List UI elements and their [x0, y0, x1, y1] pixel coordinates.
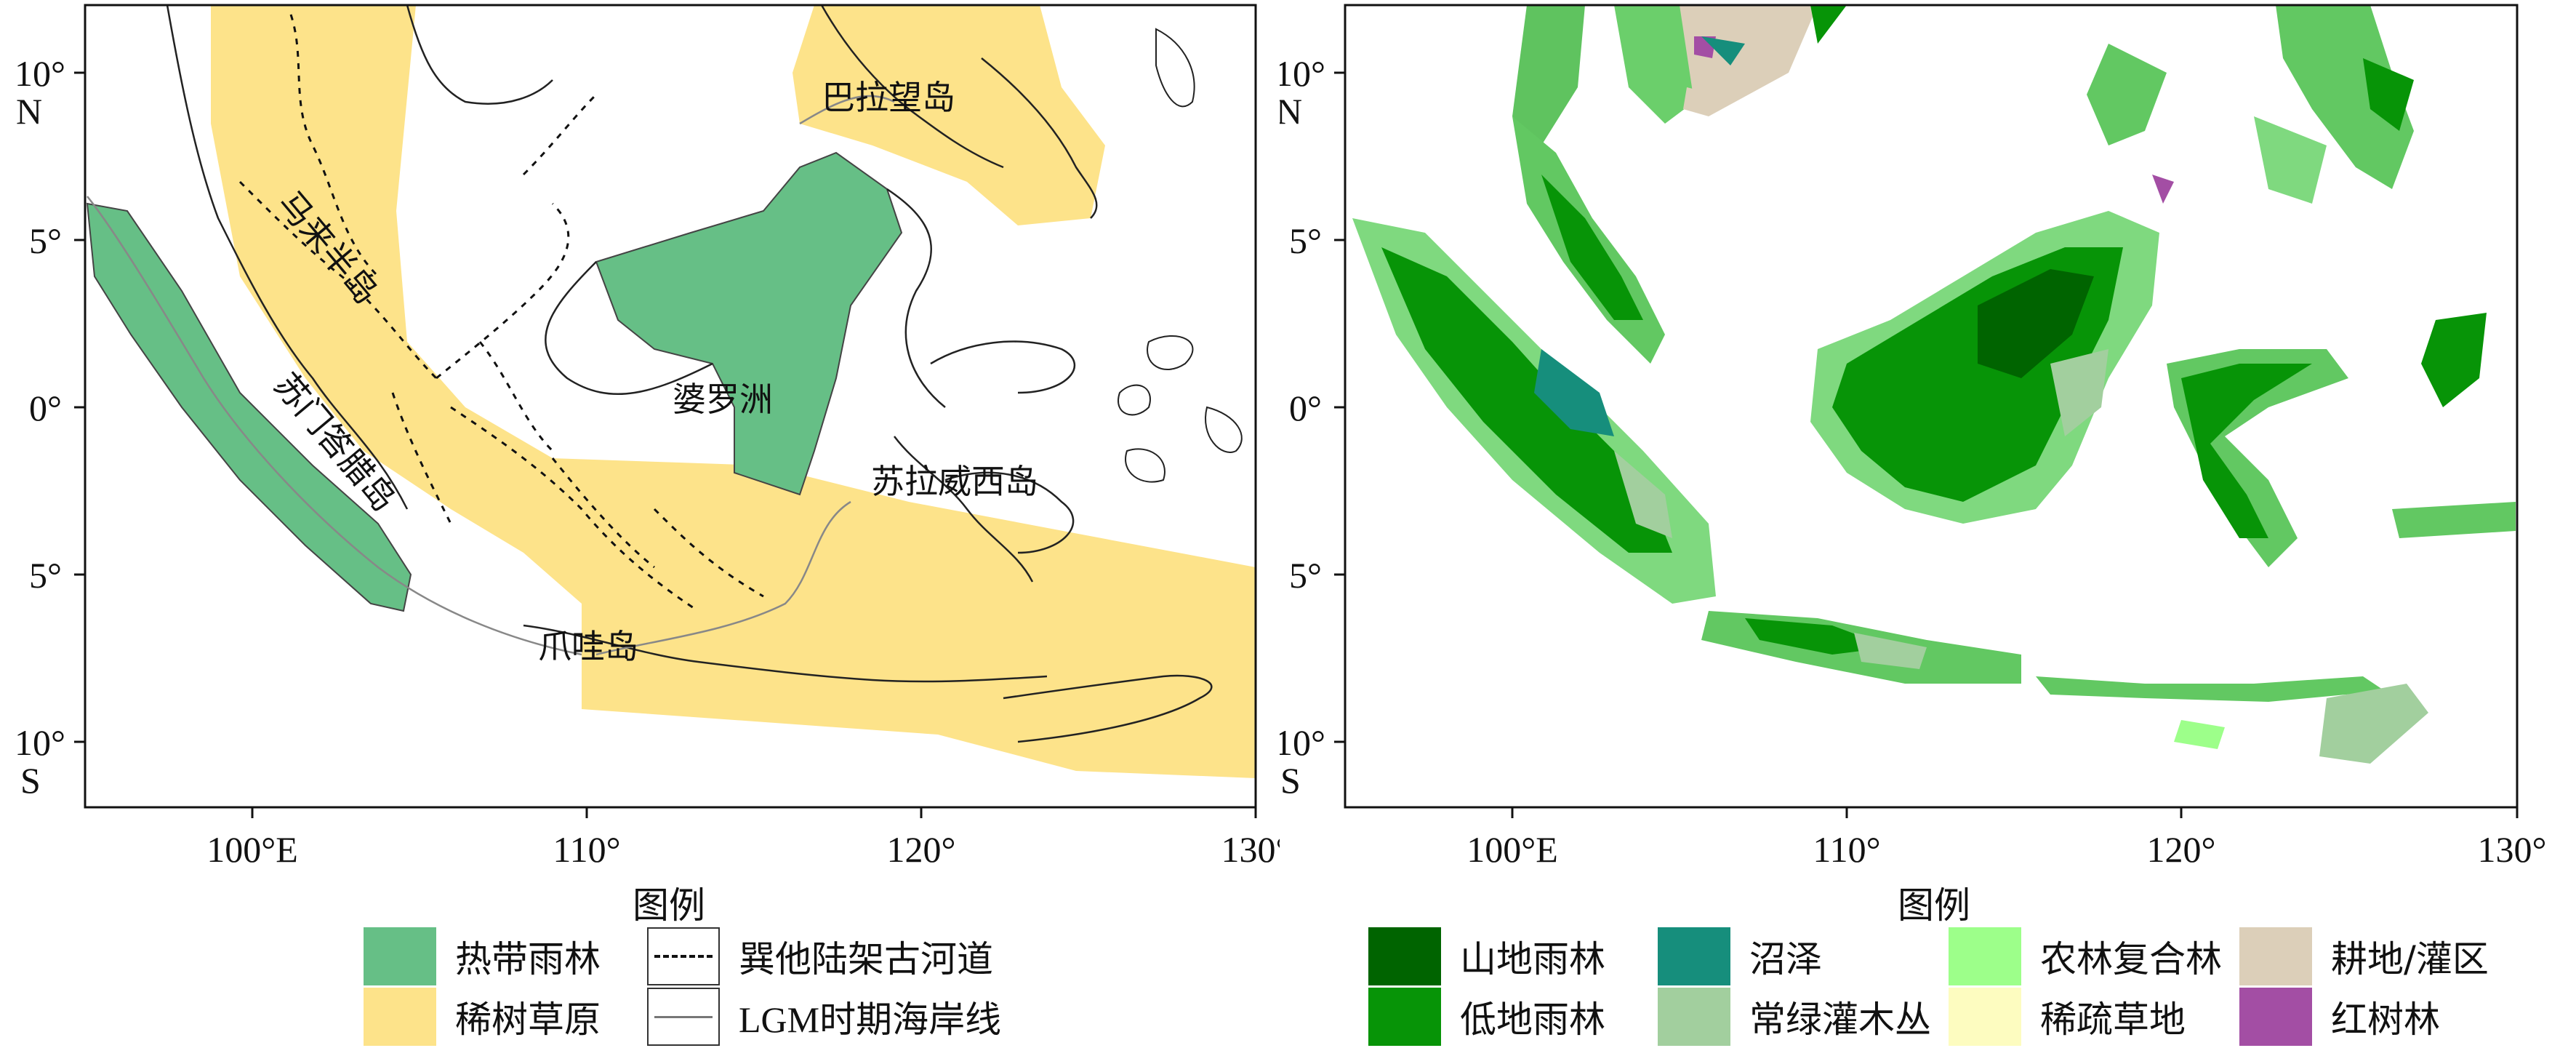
y-tick-label: S [20, 760, 41, 801]
x-tick-label: 130° [2478, 829, 2547, 870]
y-tick-label: 0° [29, 388, 62, 428]
swatch-montane-rainforest [1368, 927, 1441, 985]
swatch-lgm-coastline [647, 988, 720, 1046]
legend-label: 农林复合林 [2040, 938, 2222, 980]
coastline [166, 5, 1213, 743]
x-tick-label: 110° [553, 829, 620, 870]
y-tick-label: N [16, 91, 42, 132]
y-tick-label: S [1280, 760, 1301, 801]
axis-ticks [74, 71, 1257, 818]
axis-ticks [1334, 71, 2519, 818]
swatch-sparse-grassland [1949, 988, 2021, 1046]
right-legend-title: 图例 [1898, 884, 1970, 927]
x-tick-label: 120° [2147, 829, 2216, 870]
lgm-coastline [87, 95, 895, 656]
x-tick-label: 100°E [206, 829, 298, 870]
legend-label: 巽他陆架古河道 [739, 938, 993, 980]
right-legend-item: 耕地/灌区 [2239, 927, 2489, 985]
left-legend-item: 热带雨林 [364, 927, 601, 985]
y-tick-label: 5° [29, 555, 62, 596]
y-tick-label: N [1280, 91, 1302, 132]
left-legend-title: 图例 [633, 884, 705, 927]
right-map: 10° N 5° 0° 5° 10° S 100°E 110° 120° 130… [1280, 4, 2547, 870]
y-tick-label: 10° [1280, 722, 1325, 763]
legend-label: 沼泽 [1749, 938, 1822, 980]
right-legend-item: 常绿灌木丛 [1658, 988, 1931, 1046]
label-borneo: 婆罗洲 [673, 380, 773, 419]
label-java: 爪哇岛 [538, 627, 638, 666]
legend-label: 热带雨林 [455, 938, 601, 980]
swatch-evergreen-shrub [1658, 988, 1730, 1046]
label-sulawesi: 苏拉威西岛 [871, 462, 1038, 501]
right-legend-item: 稀疏草地 [1949, 988, 2186, 1046]
left-legend-item: 稀树草原 [364, 988, 601, 1046]
swatch-swamp [1658, 927, 1730, 985]
y-tick-label: 5° [29, 220, 62, 261]
y-tick-label: 0° [1289, 388, 1322, 428]
paleo-rivers [238, 14, 764, 612]
x-tick-label: 100°E [1466, 829, 1558, 870]
swatch-paleo-river [647, 927, 720, 985]
y-tick-label: 5° [1289, 555, 1322, 596]
legend-label: 稀树草原 [455, 999, 601, 1041]
swatch-savanna [364, 988, 436, 1046]
left-legend-item: 巽他陆架古河道 [647, 927, 993, 985]
savanna-palawan [793, 5, 1105, 225]
y-tick-label: 5° [1289, 220, 1322, 261]
y-tick-label: 10° [1280, 53, 1325, 94]
right-legend-item: 沼泽 [1658, 927, 1822, 985]
right-legend-item: 山地雨林 [1368, 927, 1605, 985]
swatch-agroforest [1949, 927, 2021, 985]
left-legend-item: LGM时期海岸线 [647, 988, 1001, 1046]
legend-label: 耕地/灌区 [2331, 938, 2489, 980]
legend-label: 红树林 [2331, 999, 2440, 1041]
left-map: 10° N 5° 0° 5° 10° S 100°E 110° 120° 130… [15, 4, 1280, 870]
y-tick-label: 10° [15, 722, 65, 763]
label-palawan: 巴拉望岛 [822, 78, 955, 117]
x-tick-label: 120° [887, 829, 956, 870]
right-legend-item: 低地雨林 [1368, 988, 1605, 1046]
swatch-mangrove [2239, 988, 2312, 1046]
island-outlines [1118, 28, 1243, 483]
legend-label: 常绿灌木丛 [1749, 999, 1931, 1041]
legend-label: 山地雨林 [1460, 938, 1605, 980]
legend-label: 低地雨林 [1460, 999, 1605, 1041]
swatch-lowland-rainforest [1368, 988, 1441, 1046]
savanna-region [211, 5, 1256, 778]
legend-label: 稀疏草地 [2040, 999, 2186, 1041]
rainforest-sumatra [86, 202, 412, 612]
right-legend-item: 农林复合林 [1949, 927, 2222, 985]
right-legend-item: 红树林 [2239, 988, 2440, 1046]
land-cover [1352, 5, 2516, 764]
x-tick-label: 130° [1221, 829, 1280, 870]
legend-label: LGM时期海岸线 [739, 999, 1002, 1040]
x-tick-label: 110° [1813, 829, 1880, 870]
swatch-rainforest [364, 927, 436, 985]
swatch-cropland [2239, 927, 2312, 985]
y-tick-label: 10° [15, 53, 65, 94]
rainforest-borneo [595, 151, 903, 496]
